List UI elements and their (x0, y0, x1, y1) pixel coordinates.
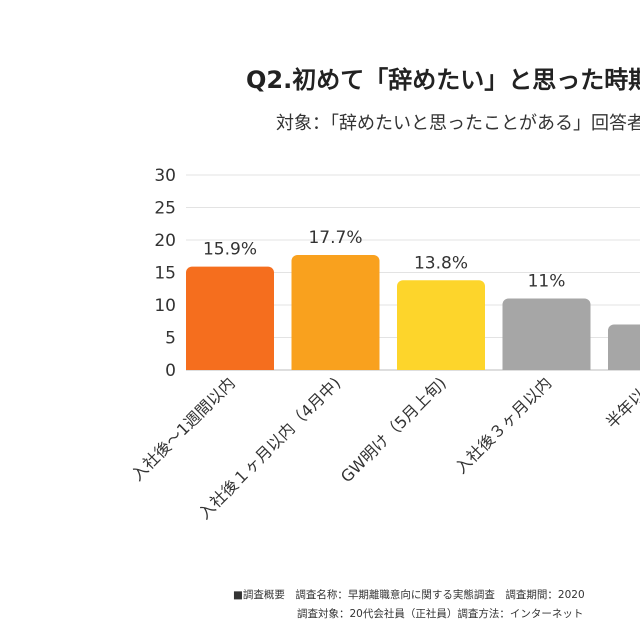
y-tick-label: 20 (154, 231, 176, 251)
bar-base (397, 362, 485, 370)
bar-base (608, 362, 640, 370)
x-tick-label: GW明け（5月上旬) (337, 373, 450, 486)
data-label: 13.8% (414, 253, 468, 273)
survey-summary-line-2: 調査対象：20代会社員（正社員）調査方法：インターネット (297, 608, 584, 620)
bar-base (502, 362, 591, 370)
chart-subtitle: 対象：「辞めたいと思ったことがある」回答者 (276, 113, 640, 134)
y-tick-label: 30 (154, 166, 176, 186)
y-tick-label: 5 (165, 329, 176, 349)
survey-summary-line-1: ■調査概要 調査名称：早期離職意向に関する実態調査 調査期間：2020 (233, 589, 585, 601)
bar (291, 254, 380, 370)
chart-title: Q2.初めて「辞めたい」と思った時期 (246, 66, 640, 94)
data-label: 17.7% (308, 228, 362, 248)
x-tick-label: 半年以内 (602, 373, 640, 432)
bar-base (291, 362, 380, 370)
bar (186, 266, 274, 370)
bar (608, 324, 640, 370)
bar (502, 298, 591, 370)
bar (397, 280, 485, 370)
y-tick-label: 0 (165, 361, 176, 381)
bar-base (186, 362, 274, 370)
x-tick-label: 入社後〜1週間以内 (128, 373, 239, 484)
y-tick-label: 15 (154, 264, 176, 284)
y-tick-label: 25 (154, 199, 176, 219)
x-tick-label: 入社後３ヶ月以内 (451, 373, 555, 477)
data-label: 15.9% (203, 240, 257, 260)
data-label: 11% (528, 272, 566, 292)
y-tick-label: 10 (154, 296, 176, 316)
